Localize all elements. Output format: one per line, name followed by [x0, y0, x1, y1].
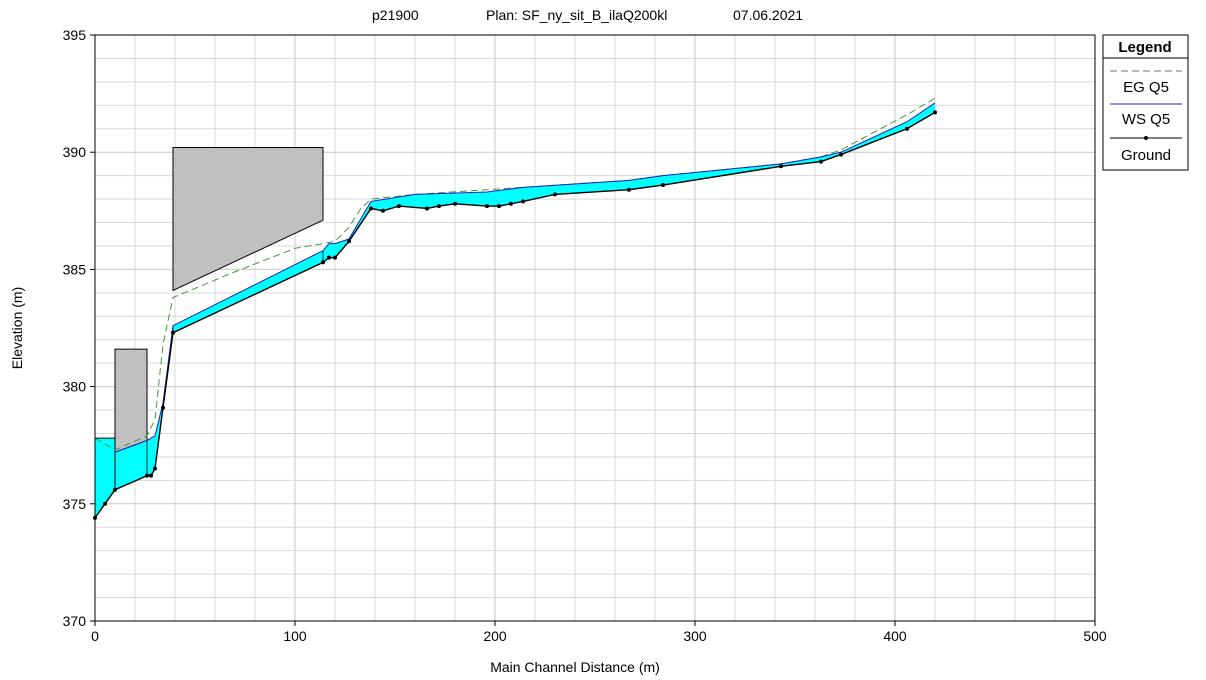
- downstream-pool-fill: [94, 437, 116, 520]
- series-line-ws-q5: [114, 102, 936, 453]
- ground-point: [381, 208, 385, 213]
- ground-point: [779, 164, 783, 169]
- ground-point: [553, 192, 557, 197]
- ground-markers: [93, 110, 937, 520]
- chart-title: p21900 Plan: SF_ny_sit_B_ilaQ200kl 07.06…: [372, 7, 803, 23]
- ground-point: [905, 126, 909, 131]
- y-axis-title: Elevation (m): [9, 287, 25, 369]
- ground-point: [521, 199, 525, 204]
- y-tick-label: 385: [63, 261, 87, 277]
- structure-upstream-culvert: [114, 348, 148, 453]
- x-tick-label: 400: [883, 628, 907, 644]
- legend-marker: [1144, 136, 1148, 140]
- ground-point: [149, 473, 153, 478]
- ground-point: [347, 239, 351, 244]
- ground-point: [933, 110, 937, 115]
- ground-point: [171, 330, 175, 335]
- ground-point: [661, 183, 665, 188]
- grid: [94, 34, 1096, 622]
- ground-point: [145, 473, 149, 478]
- structure-bridge-deck: [172, 147, 324, 292]
- y-tick-label: 390: [63, 144, 87, 160]
- ground-point: [485, 204, 489, 209]
- x-tick-label: 500: [1083, 628, 1107, 644]
- x-tick-label: 300: [683, 628, 707, 644]
- title-plan: Plan: SF_ny_sit_B_ilaQ200kl: [486, 7, 667, 23]
- ground-point: [839, 152, 843, 157]
- ground-point: [369, 206, 373, 211]
- ground-point: [333, 255, 337, 260]
- ground-point: [453, 201, 457, 206]
- ground-point: [327, 255, 331, 260]
- x-tick-label: 0: [91, 628, 99, 644]
- ground-point: [497, 204, 501, 209]
- legend-title: Legend: [1118, 39, 1171, 56]
- ground-point: [425, 206, 429, 211]
- axis-ticks: 0 100 200 300 400 500 370 375 380 385 390 395: [63, 27, 1107, 644]
- legend-label-1: WS Q5: [1122, 111, 1170, 128]
- legend-label-0: EG Q5: [1123, 79, 1169, 96]
- ground-point: [113, 487, 117, 492]
- ground-point: [321, 260, 325, 265]
- title-profile: p21900: [372, 7, 419, 23]
- y-tick-label: 375: [63, 496, 87, 512]
- ground-point: [397, 204, 401, 209]
- ground-point: [627, 187, 631, 192]
- title-date: 07.06.2021: [733, 7, 803, 23]
- ground-point: [437, 204, 441, 209]
- y-tick-label: 380: [63, 379, 87, 395]
- x-axis-title: Main Channel Distance (m): [490, 659, 660, 675]
- ground-point: [819, 159, 823, 164]
- ground-point: [509, 201, 513, 206]
- legend: Legend EG Q5 WS Q5 Ground: [1102, 34, 1189, 171]
- ground-point: [161, 405, 165, 410]
- x-tick-label: 100: [283, 628, 307, 644]
- y-tick-label: 395: [63, 27, 87, 43]
- ground-point: [103, 501, 107, 506]
- plot-frame: [94, 34, 1096, 622]
- x-tick-label: 200: [483, 628, 507, 644]
- ground-point: [153, 466, 157, 471]
- structures: [114, 147, 324, 453]
- legend-label-2: Ground: [1121, 147, 1171, 164]
- y-tick-label: 370: [63, 613, 87, 629]
